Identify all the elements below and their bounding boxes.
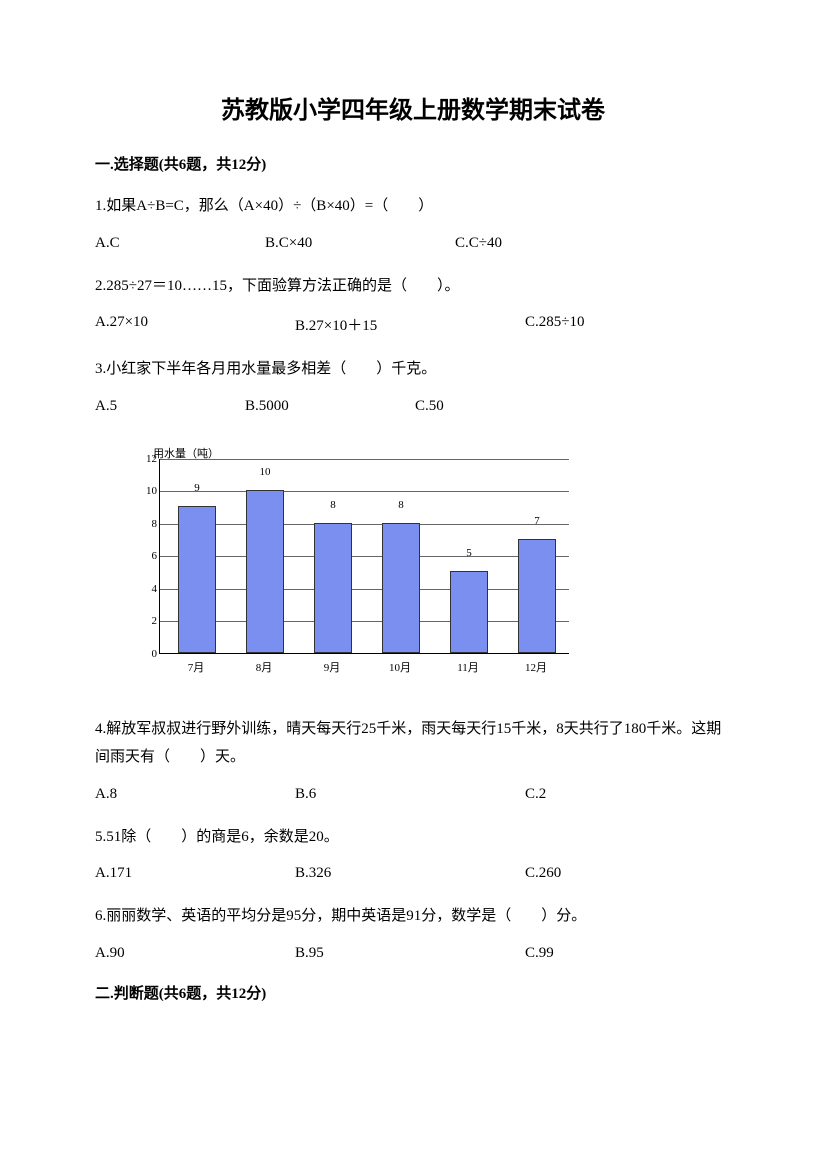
question-5-options: A.171 B.326 C.260: [95, 865, 731, 882]
q6-option-b: B.95: [295, 945, 525, 962]
question-2: 2.285÷27＝10……15，下面验算方法正确的是（ ）。: [95, 272, 731, 301]
chart-xtick: 11月: [448, 659, 488, 675]
chart-bar-label: 9: [178, 482, 216, 494]
q2-option-a: A.27×10: [95, 314, 295, 335]
q2-option-c: C.285÷10: [525, 314, 695, 335]
chart-ytick: 2: [137, 615, 157, 627]
q3-option-c: C.50: [415, 398, 585, 415]
q2-option-b: B.27×10＋15: [295, 314, 525, 335]
chart-gridline: [160, 556, 569, 557]
q6-option-c: C.99: [525, 945, 695, 962]
chart-bar: [246, 490, 284, 653]
chart-ytick: 8: [137, 518, 157, 530]
q3-option-a: A.5: [95, 398, 245, 415]
q5-option-b: B.326: [295, 865, 525, 882]
chart-bar: [450, 571, 488, 652]
chart-xtick: 9月: [312, 659, 352, 675]
q6-option-a: A.90: [95, 945, 295, 962]
chart-ytick: 12: [137, 453, 157, 465]
chart-bar: [314, 523, 352, 653]
chart-ytick: 4: [137, 583, 157, 595]
question-3-options: A.5 B.5000 C.50: [95, 398, 731, 415]
chart-xtick: 10月: [380, 659, 420, 675]
q5-option-a: A.171: [95, 865, 295, 882]
question-2-options: A.27×10 B.27×10＋15 C.285÷10: [95, 314, 731, 335]
chart-bar: [382, 523, 420, 653]
chart-bar-label: 10: [246, 466, 284, 478]
q4-option-a: A.8: [95, 786, 295, 803]
q1-option-a: A.C: [95, 235, 265, 252]
chart-bar: [518, 539, 556, 653]
q4-option-c: C.2: [525, 786, 695, 803]
chart-plot-area: 9 10 8 8 5 7: [159, 459, 569, 654]
chart-gridline: [160, 491, 569, 492]
question-5: 5.51除（ ）的商是6，余数是20。: [95, 823, 731, 852]
chart-xtick: 7月: [176, 659, 216, 675]
question-6-options: A.90 B.95 C.99: [95, 945, 731, 962]
q1-option-b: B.C×40: [265, 235, 455, 252]
q4-option-b: B.6: [295, 786, 525, 803]
chart-gridline: [160, 589, 569, 590]
chart-bar-label: 7: [518, 515, 556, 527]
chart-bar: [178, 506, 216, 652]
section-1-header: 一.选择题(共6题，共12分): [95, 153, 731, 174]
chart-ytick: 0: [137, 648, 157, 660]
q3-option-b: B.5000: [245, 398, 415, 415]
water-usage-chart: 用水量（吨） 9108857 0246810127月8月9月10月11月12月: [125, 445, 575, 685]
section-2-header: 二.判断题(共6题，共12分): [95, 982, 731, 1003]
question-1: 1.如果A÷B=C，那么（A×40）÷（B×40）=（ ）: [95, 192, 731, 221]
chart-bar-label: 5: [450, 547, 488, 559]
question-3: 3.小红家下半年各月用水量最多相差（ ）千克。: [95, 355, 731, 384]
chart-bar-label: 8: [314, 499, 352, 511]
question-4: 4.解放军叔叔进行野外训练，晴天每天行25千米，雨天每天行15千米，8天共行了1…: [95, 715, 731, 772]
chart-gridline: [160, 459, 569, 460]
question-6: 6.丽丽数学、英语的平均分是95分，期中英语是91分，数学是（ ）分。: [95, 902, 731, 931]
chart-ytick: 6: [137, 550, 157, 562]
chart-bar-label: 8: [382, 499, 420, 511]
q5-option-c: C.260: [525, 865, 695, 882]
chart-gridline: [160, 524, 569, 525]
chart-xtick: 12月: [516, 659, 556, 675]
question-1-options: A.C B.C×40 C.C÷40: [95, 235, 731, 252]
question-4-options: A.8 B.6 C.2: [95, 786, 731, 803]
chart-ytick: 10: [137, 485, 157, 497]
chart-xtick: 8月: [244, 659, 284, 675]
q1-option-c: C.C÷40: [455, 235, 625, 252]
page-title: 苏教版小学四年级上册数学期末试卷: [95, 90, 731, 125]
chart-gridline: [160, 621, 569, 622]
